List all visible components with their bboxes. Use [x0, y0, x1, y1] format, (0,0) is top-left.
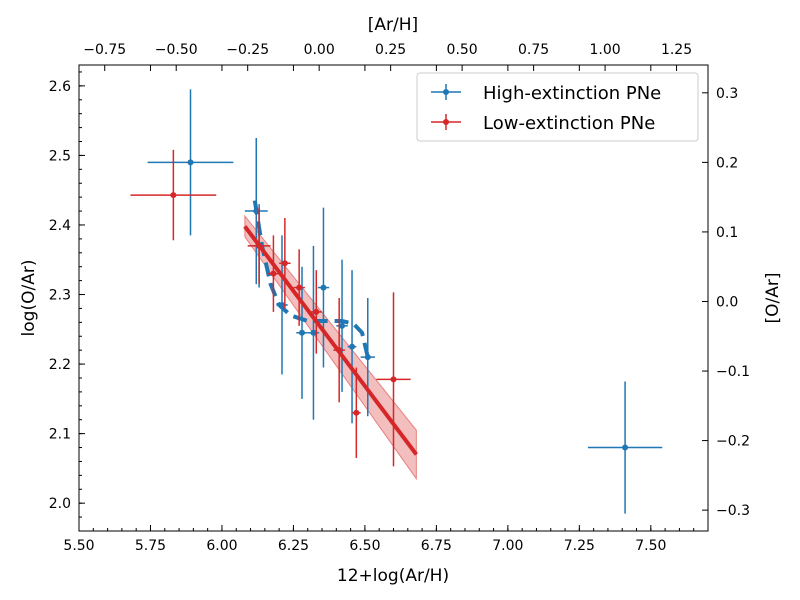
point-marker [299, 329, 306, 336]
data-point [244, 138, 268, 285]
right-y-tick-label: 0.0 [716, 294, 738, 310]
top-x-tick-label: 0.00 [304, 42, 335, 58]
y-tick-label: 2.1 [49, 427, 71, 443]
y-tick-label: 2.5 [49, 148, 71, 164]
fit-band [244, 214, 417, 481]
top-x-tick-label: −0.25 [226, 42, 269, 58]
x-tick-label: 7.25 [564, 538, 595, 554]
data-point [279, 218, 291, 309]
y-tick-label: 2.2 [49, 357, 71, 373]
data-point [587, 381, 663, 514]
point-marker [281, 260, 288, 267]
right-y-tick-label: −0.1 [716, 364, 750, 380]
data-point [293, 249, 305, 326]
data-point [317, 207, 330, 368]
top-x-tick-label: 0.75 [518, 42, 549, 58]
x-tick-label: 6.25 [278, 538, 309, 554]
top-x-tick-label: 0.25 [375, 42, 406, 58]
series-high-extinction [147, 89, 663, 514]
y-tick-label: 2.0 [49, 496, 71, 512]
point-marker [187, 159, 194, 166]
data-point [376, 292, 411, 467]
y-tick-label: 2.3 [49, 288, 71, 304]
point-marker [320, 284, 327, 291]
fit-line-layer [243, 225, 418, 456]
point-marker [390, 376, 397, 383]
y-tick-label: 2.4 [49, 218, 71, 234]
data-point [307, 245, 320, 420]
point-marker [349, 343, 356, 350]
point-marker [278, 301, 285, 308]
right-y-tick-label: 0.1 [716, 225, 738, 241]
point-marker [253, 208, 260, 215]
x-tick-label: 6.75 [421, 538, 452, 554]
series-low-extinction [130, 149, 411, 467]
right-y-axis-label: [O/Ar] [763, 273, 783, 324]
x-tick-label: 5.50 [63, 538, 94, 554]
point-marker [170, 192, 177, 199]
data-series [130, 89, 663, 514]
y-tick-label: 2.6 [49, 79, 71, 95]
data-point [296, 266, 308, 399]
right-y-tick-label: 0.2 [716, 155, 738, 171]
legend-marker-high-extinction [431, 84, 461, 100]
right-y-tick-label: −0.2 [716, 434, 750, 450]
x-tick-label: 5.75 [135, 538, 166, 554]
x-tick-label: 7.50 [635, 538, 666, 554]
x-tick-label: 6.50 [349, 538, 380, 554]
data-point [267, 235, 280, 312]
data-point [360, 298, 375, 417]
data-point [352, 367, 361, 458]
top-x-axis-label: [Ar/H] [368, 15, 418, 35]
point-marker [296, 284, 303, 291]
legend: High-extinction PNe Low-extinction PNe [416, 72, 699, 142]
legend-marker-low-extinction [431, 114, 461, 130]
legend-label-high-extinction: High-extinction PNe [483, 83, 661, 104]
right-y-tick-label: −0.3 [716, 503, 750, 519]
x-tick-label: 6.00 [206, 538, 237, 554]
data-point [347, 270, 357, 424]
y-axis-label: log(O/Ar) [19, 260, 39, 337]
point-marker [270, 270, 277, 277]
top-x-tick-label: 1.25 [661, 42, 692, 58]
data-point [147, 89, 234, 236]
axis-ticks: 5.50 5.75 6.00 6.25 6.50 6.75 7.00 7.25 7.50 −0.7… [49, 42, 750, 554]
data-point [276, 235, 288, 375]
point-marker [364, 354, 371, 361]
data-point [310, 270, 323, 354]
top-x-tick-label: −0.50 [155, 42, 198, 58]
dashed-curve-layer [252, 200, 370, 358]
point-marker [310, 329, 317, 336]
legend-box [416, 72, 699, 142]
x-axis-label: 12+log(Ar/H) [337, 566, 449, 586]
data-point [336, 259, 348, 392]
fit-confidence-band [244, 214, 417, 481]
right-y-tick-label: 0.3 [716, 86, 738, 102]
legend-label-low-extinction: Low-extinction PNe [483, 113, 655, 134]
dashed-trend-curve [252, 200, 370, 358]
top-x-tick-label: 1.00 [589, 42, 620, 58]
top-x-tick-label: −0.75 [83, 42, 126, 58]
point-marker [339, 322, 346, 329]
point-marker [622, 444, 629, 451]
data-point [130, 149, 217, 241]
point-marker [353, 409, 360, 416]
fit-line [243, 225, 418, 456]
top-x-tick-label: 0.50 [447, 42, 478, 58]
x-tick-label: 7.00 [492, 538, 523, 554]
point-marker [313, 308, 320, 315]
